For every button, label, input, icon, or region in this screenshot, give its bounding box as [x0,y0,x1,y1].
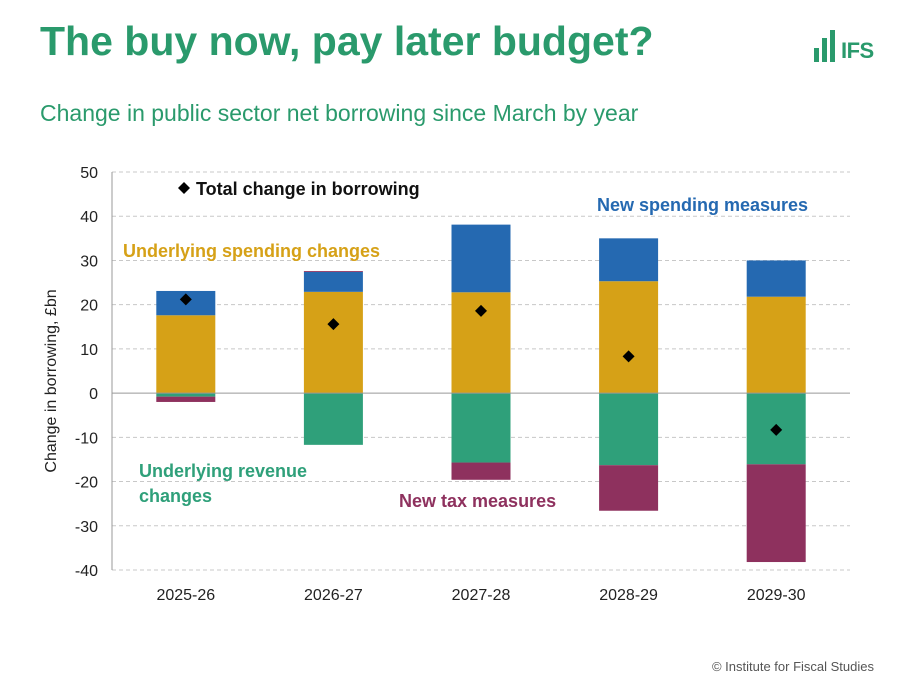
y-tick-label: 40 [80,209,98,226]
underlying-revenue-label-line2: changes [139,486,212,506]
axis-layer: 50 40 30 20 10 0 -10 -20 -30 -40 Change in borrowi… [43,165,850,604]
copyright-footer: © Institute for Fiscal Studies [711,659,874,674]
total-marker [179,293,192,306]
bar-segment [303,393,363,445]
logo-text: IFS [841,38,874,63]
y-tick-label: -10 [75,430,98,447]
bar-segment [303,291,363,394]
bar-segment [156,396,216,402]
y-tick-label: 50 [80,165,98,182]
logo-bar-icon [830,30,835,62]
y-tick-label: 30 [80,253,98,270]
bar-segment [156,315,216,394]
logo-bar-icon [814,48,819,62]
total-marker [770,423,783,436]
bar-segment [746,260,806,297]
borrowing-chart: 50 40 30 20 10 0 -10 -20 -30 -40 Change in borrowi… [43,165,850,604]
bar-segment [746,464,806,563]
page-title: The buy now, pay later budget? [40,18,654,64]
total-legend-marker [178,182,190,194]
x-tick-label: 2026-27 [304,587,363,604]
annotation-layer: Total change in borrowing Underlying spen… [123,179,808,511]
bar-segment [746,296,806,394]
underlying-revenue-label-line1: Underlying revenue [139,461,307,481]
x-tick-label: 2027-28 [452,587,511,604]
y-tick-label: -30 [75,519,98,536]
bar-segment [451,462,511,480]
new-spending-label: New spending measures [597,195,808,215]
y-axis-title: Change in borrowing, £bn [43,289,60,472]
chart-subtitle: Change in public sector net borrowing si… [40,100,639,126]
total-marker [475,304,487,317]
bar-segment [599,238,659,282]
x-tick-label: 2025-26 [156,587,215,604]
underlying-spending-label: Underlying spending changes [123,241,380,261]
bar-layer [156,224,806,563]
bar-segment [599,465,659,511]
bar-segment [451,224,511,293]
y-tick-label: 0 [89,386,98,403]
ifs-logo: IFS [814,28,876,62]
y-tick-label: 10 [80,342,98,359]
x-tick-label: 2028-29 [599,587,658,604]
x-tick-label: 2029-30 [747,587,806,604]
logo-bar-icon [822,38,827,62]
marker-layer [179,293,783,436]
total-marker [622,350,635,363]
bar-segment [156,393,216,397]
bar-segment [303,271,363,292]
bar-segment [303,271,363,272]
y-tick-label: -40 [75,563,98,580]
total-legend-label: Total change in borrowing [196,179,420,199]
y-tick-label: 20 [80,298,98,315]
y-tick-label: -20 [75,475,98,492]
new-tax-label: New tax measures [399,491,556,511]
grid-layer [112,171,850,571]
bar-segment [599,393,659,466]
bar-segment [451,393,511,463]
bar-segment [599,281,659,394]
total-marker [327,318,340,331]
